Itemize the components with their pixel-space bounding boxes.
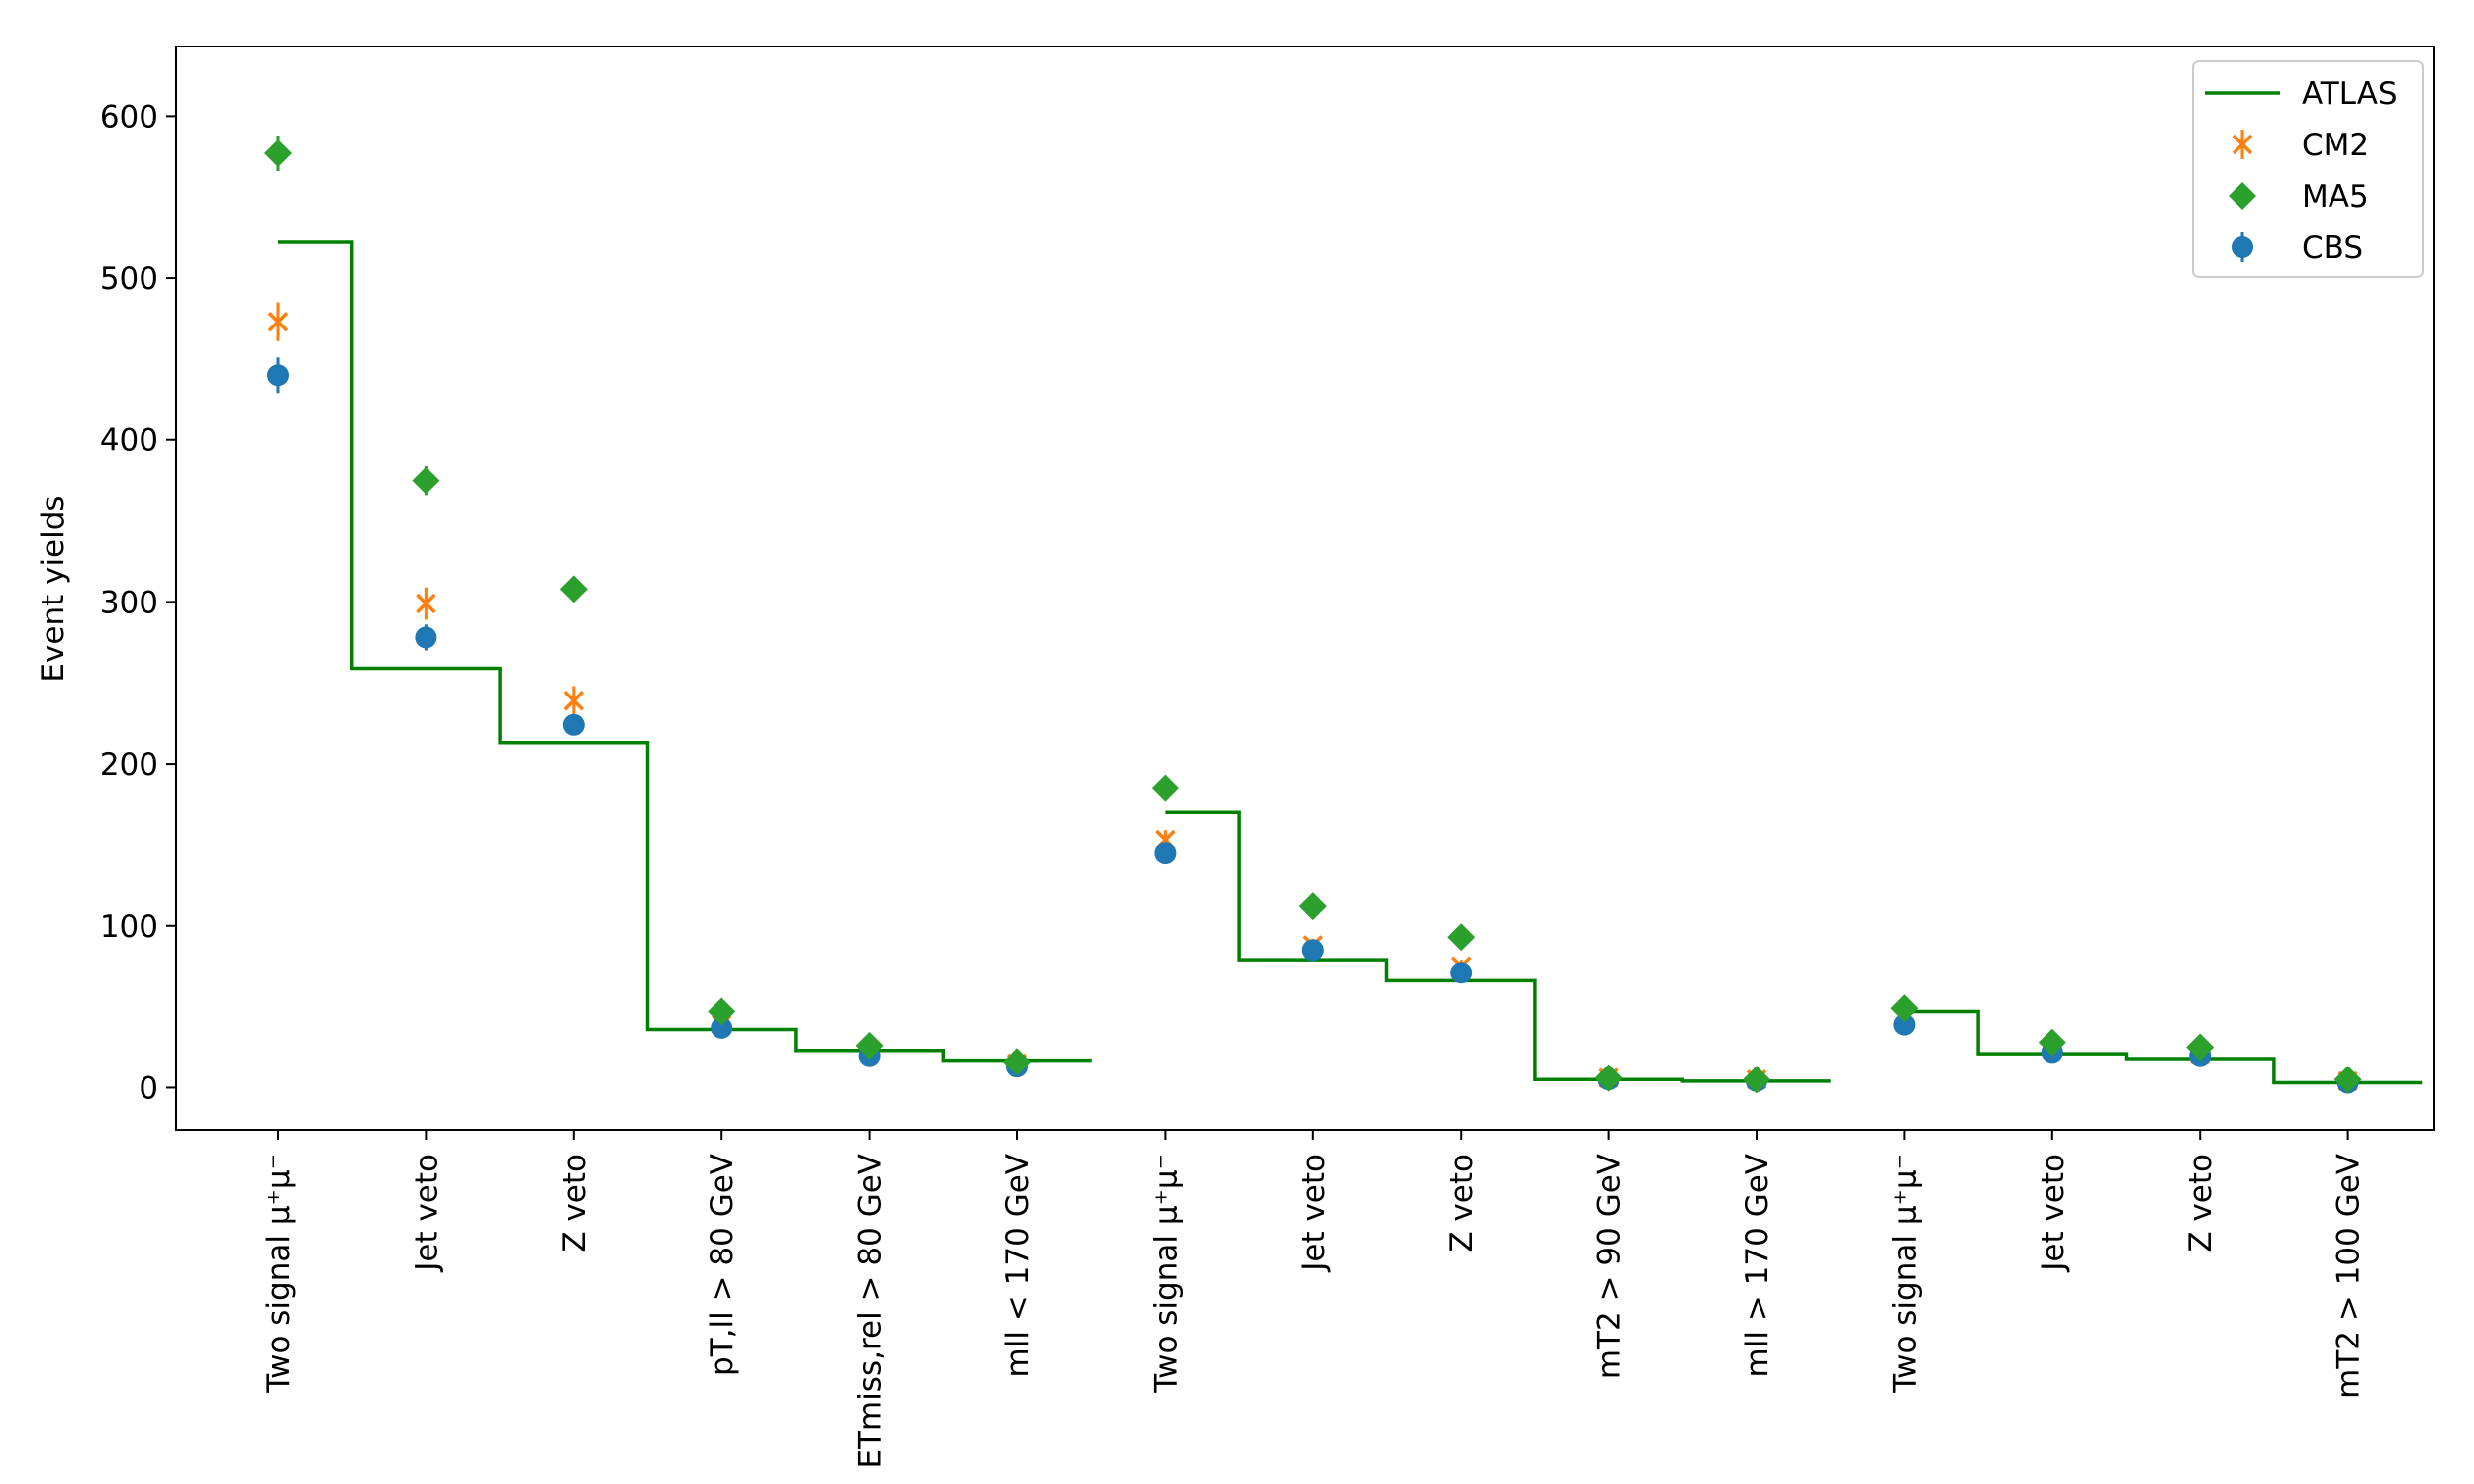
atlas-step-line (278, 240, 1092, 1063)
y-tick-label: 200 (100, 747, 158, 783)
cbs-point (1301, 939, 1324, 962)
ma5-point (855, 1031, 884, 1060)
x-tick-label: ETmiss,rel > 80 GeV (853, 1154, 889, 1469)
atlas-step-line (1165, 810, 1831, 1083)
legend-entry-atlas: ATLAS (2205, 76, 2398, 112)
legend-label: MA5 (2302, 179, 2369, 215)
ma5-point (1298, 892, 1327, 921)
y-tick-label: 300 (100, 585, 158, 620)
ma5-point (264, 136, 292, 172)
legend-entry-cbs: CBS (2232, 231, 2363, 266)
cbs-point (267, 357, 289, 394)
cbs-point (415, 624, 437, 651)
ma5-point (1447, 923, 1475, 952)
ma5-point (2038, 1028, 2066, 1057)
cm2-point (563, 686, 585, 715)
ma5-point (1003, 1048, 1031, 1076)
plot-frame (175, 46, 2435, 1131)
y-tick-label: 500 (100, 261, 158, 297)
ma5-point (559, 575, 588, 603)
x-tick-label: Jet veto (1296, 1154, 1332, 1273)
x-tick-label: Two signal μ⁺μ⁻ (261, 1154, 297, 1394)
ma5-point (2333, 1066, 2362, 1094)
y-tick-label: 0 (139, 1070, 158, 1106)
cbs-point (711, 1016, 733, 1039)
x-tick-label: mT2 > 100 GeV (2331, 1154, 2367, 1399)
legend-label: ATLAS (2302, 76, 2398, 112)
x-tick-label: mT2 > 90 GeV (1592, 1154, 1628, 1379)
cm2-point (416, 587, 436, 620)
cbs-point (1154, 842, 1177, 865)
x-tick-label: Jet veto (409, 1154, 444, 1273)
atlas-step-line (1904, 1009, 2423, 1085)
x-tick-label: Two signal μ⁺μ⁻ (1887, 1154, 1923, 1394)
x-tick-label: Z veto (557, 1154, 593, 1252)
cbs-point (562, 713, 585, 736)
legend-entry-ma5: MA5 (2229, 179, 2369, 215)
x-tick-label: pT,ll > 80 GeV (705, 1154, 740, 1376)
ma5-point (1594, 1064, 1623, 1092)
ma5-point (1151, 774, 1180, 802)
x-tick-label: Z veto (1444, 1154, 1479, 1252)
ma5-point (2186, 1033, 2215, 1062)
cm2-point (267, 302, 289, 341)
y-tick-label: 400 (100, 423, 158, 459)
ma5-point (412, 465, 440, 496)
cbs-point (1450, 962, 1473, 984)
ma5-point (1743, 1066, 1770, 1094)
x-tick-label: mll < 170 GeV (1000, 1154, 1036, 1377)
y-tick-label: 600 (100, 99, 158, 135)
legend-box (2192, 60, 2424, 278)
x-tick-label: Z veto (2183, 1154, 2219, 1252)
x-tick-label: Jet veto (2036, 1154, 2071, 1273)
legend-label: CBS (2302, 231, 2363, 266)
ma5-point (1890, 994, 1919, 1023)
ma5-point (708, 997, 736, 1026)
legend-entry-cm2: CM2 (2232, 128, 2369, 163)
legend-label: CM2 (2302, 128, 2369, 163)
y-tick-label: 100 (100, 909, 158, 945)
x-tick-label: mll > 170 GeV (1740, 1154, 1775, 1377)
y-axis-label: Event yields (36, 495, 71, 682)
x-tick-label: Two signal μ⁺μ⁻ (1148, 1154, 1184, 1394)
